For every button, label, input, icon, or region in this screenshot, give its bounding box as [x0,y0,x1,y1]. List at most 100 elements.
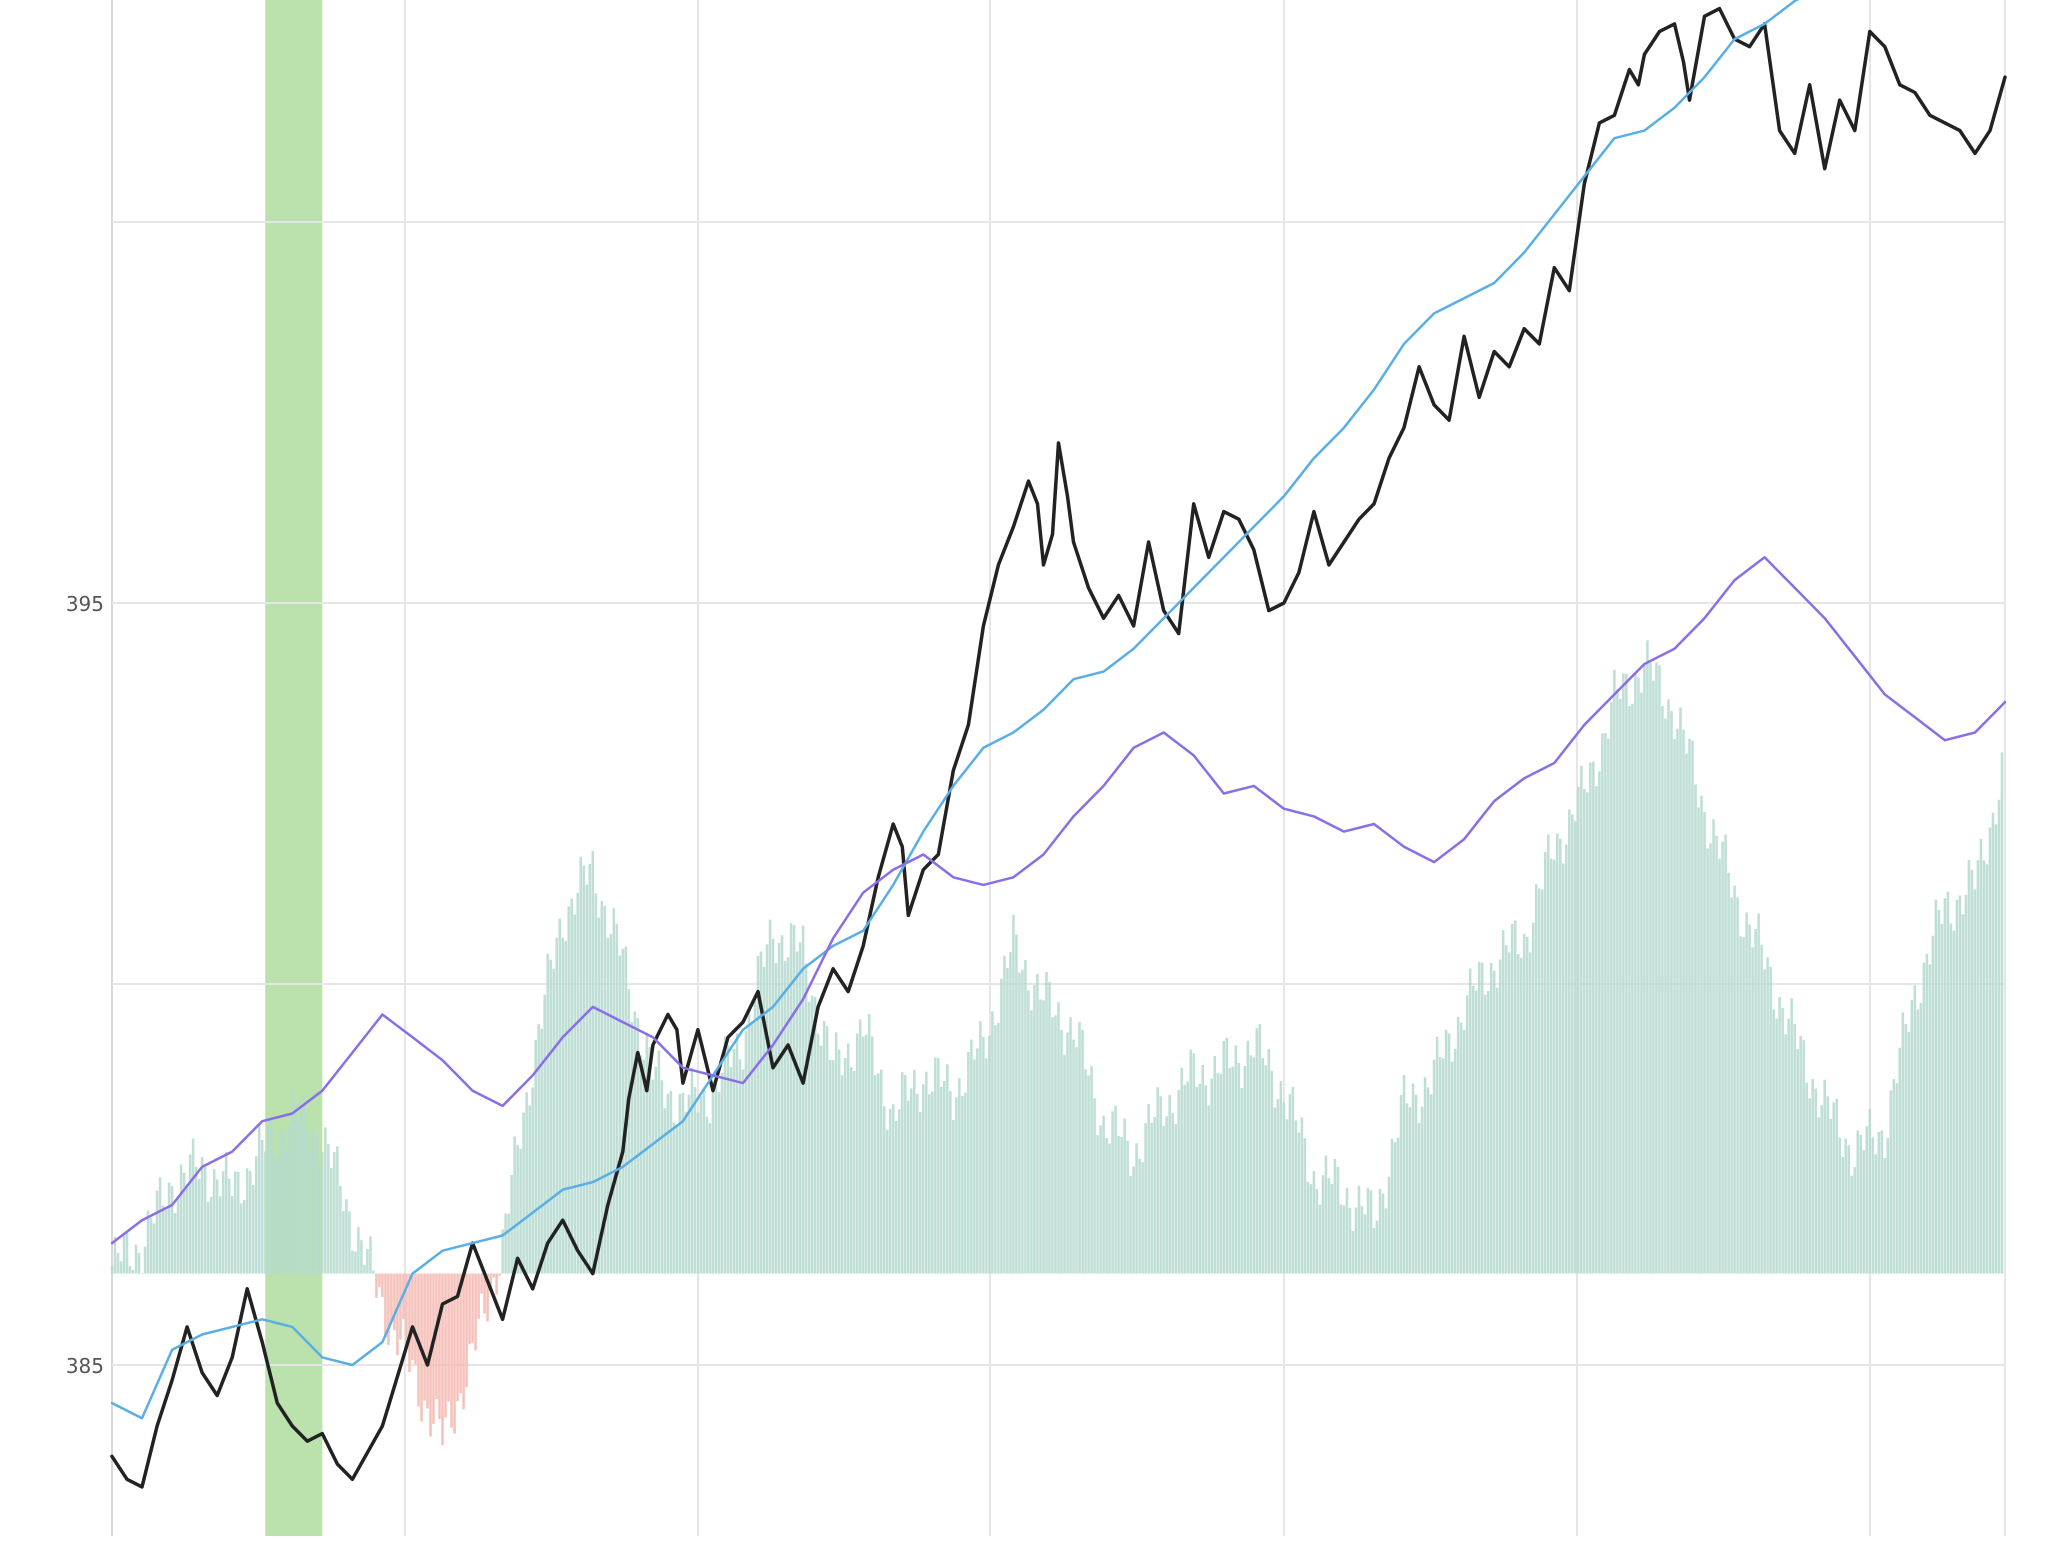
histogram-bar-443 [1441,1058,1445,1274]
histogram-bar-541 [1736,897,1739,1274]
histogram-bar-410 [1342,1205,1346,1274]
histogram-bar-605 [1928,964,1932,1274]
series-line-2 [110,556,2007,1245]
histogram-bar-215 [756,955,760,1274]
histogram-bar-238 [825,1026,829,1274]
histogram-bar-620 [1973,889,1977,1274]
histogram-bar-231 [804,963,808,1274]
histogram-bar-80 [351,1250,354,1274]
histogram-bar-38 [224,1151,228,1274]
histogram-bar-117 [462,1273,465,1410]
histogram-bar-262 [897,1109,901,1274]
histogram-bar-210 [741,1069,745,1274]
histogram-bar-89 [378,1273,381,1288]
histogram-bar-240 [831,1060,835,1274]
histogram-bar-414 [1354,1207,1358,1274]
histogram-bar-239 [828,1059,832,1274]
histogram-bar-520 [1673,739,1676,1274]
histogram-bar-265 [906,1100,910,1274]
histogram-bar-202 [717,1091,721,1274]
histogram-bar-218 [765,944,769,1274]
highlight-layer [265,0,323,1536]
histogram-bar-164 [603,905,607,1274]
histogram-bar-394 [1294,1120,1298,1274]
histogram-bar-185 [666,1093,670,1274]
histogram-bar-150 [561,937,564,1274]
histogram-bar-575 [1838,1137,1842,1274]
histogram-bar-214 [753,1000,757,1274]
histogram-bar-433 [1411,1083,1415,1274]
histogram-bar-421 [1375,1220,1379,1274]
histogram-bar-325 [1087,1075,1090,1274]
histogram-bar-169 [618,955,622,1274]
histogram-bar-205 [726,1045,730,1274]
histogram-bar-84 [363,1264,366,1274]
histogram-bar-252 [867,1013,871,1274]
histogram-bar-450 [1462,1029,1466,1274]
histogram-bar-337 [1123,1118,1126,1274]
histogram-bar-85 [366,1249,369,1274]
histogram-bar-63 [300,1101,303,1274]
histogram-bar-81 [354,1251,357,1274]
histogram-bar-303 [1021,969,1024,1274]
histogram-bar-232 [807,1001,811,1274]
histogram-bar-203 [720,1072,724,1274]
histogram-bar-10 [140,1273,144,1275]
histogram-bar-461 [1495,987,1499,1274]
histogram-bar-126 [489,1273,492,1290]
histogram-bar-18 [164,1209,168,1274]
histogram-bar-362 [1198,1083,1202,1274]
histogram-bar-576 [1841,1157,1845,1274]
histogram-bar-611 [1946,891,1950,1274]
histogram-bar-584 [1865,1126,1869,1274]
histogram-bar-105 [426,1273,429,1409]
histogram-bar-553 [1772,1009,1775,1274]
histogram-bar-444 [1444,1029,1448,1274]
histogram-bar-327 [1093,1098,1096,1274]
histogram-bar-507 [1634,673,1637,1274]
histogram-bar-170 [621,948,625,1274]
histogram-bar-456 [1480,962,1484,1274]
histogram-bar-408 [1336,1166,1340,1274]
histogram-bar-548 [1757,913,1760,1274]
histogram-bar-209 [738,1059,742,1274]
histogram-bar-261 [894,1120,898,1274]
histogram-bar-390 [1282,1102,1286,1274]
histogram-bar-551 [1766,957,1769,1274]
histogram-bar-418 [1366,1188,1370,1274]
histogram-bar-587 [1874,1154,1878,1274]
histogram-bar-109 [438,1273,441,1419]
histogram-bar-428 [1396,1137,1400,1274]
histogram-bar-114 [453,1273,456,1434]
histogram-bar-133 [510,1175,513,1274]
histogram-bar-373 [1231,1066,1235,1274]
histogram-bar-546 [1751,947,1754,1274]
histogram-bar-122 [477,1273,480,1319]
histogram-bar-141 [534,1039,537,1274]
histogram-bar-317 [1063,1054,1066,1274]
histogram-bar-564 [1805,1082,1808,1274]
histogram-bar-350 [1162,1126,1165,1274]
histogram-bar-592 [1889,1090,1893,1274]
histogram-bar-100 [411,1273,414,1360]
histogram-bar-110 [441,1273,444,1446]
histogram-bar-233 [810,995,814,1274]
histogram-bar-524 [1685,753,1688,1274]
histogram-bar-532 [1709,843,1712,1274]
histogram-bar-413 [1351,1230,1355,1274]
histogram-bar-182 [657,1050,661,1274]
histogram-bar-234 [813,996,817,1274]
histogram-bar-392 [1288,1094,1292,1274]
histogram-bar-475 [1537,888,1541,1274]
histogram-bar-336 [1120,1136,1123,1274]
histogram-bar-161 [594,893,598,1274]
histogram-bar-569 [1820,1105,1823,1274]
histogram-bar-195 [696,1112,700,1274]
histogram-bar-355 [1177,1089,1180,1274]
histogram-bar-583 [1862,1150,1866,1274]
histogram-bar-536 [1721,841,1724,1274]
histogram-bar-434 [1414,1094,1418,1274]
histogram-bar-448 [1456,1016,1460,1274]
histogram-bar-540 [1733,885,1736,1274]
histogram-bar-479 [1550,858,1553,1274]
